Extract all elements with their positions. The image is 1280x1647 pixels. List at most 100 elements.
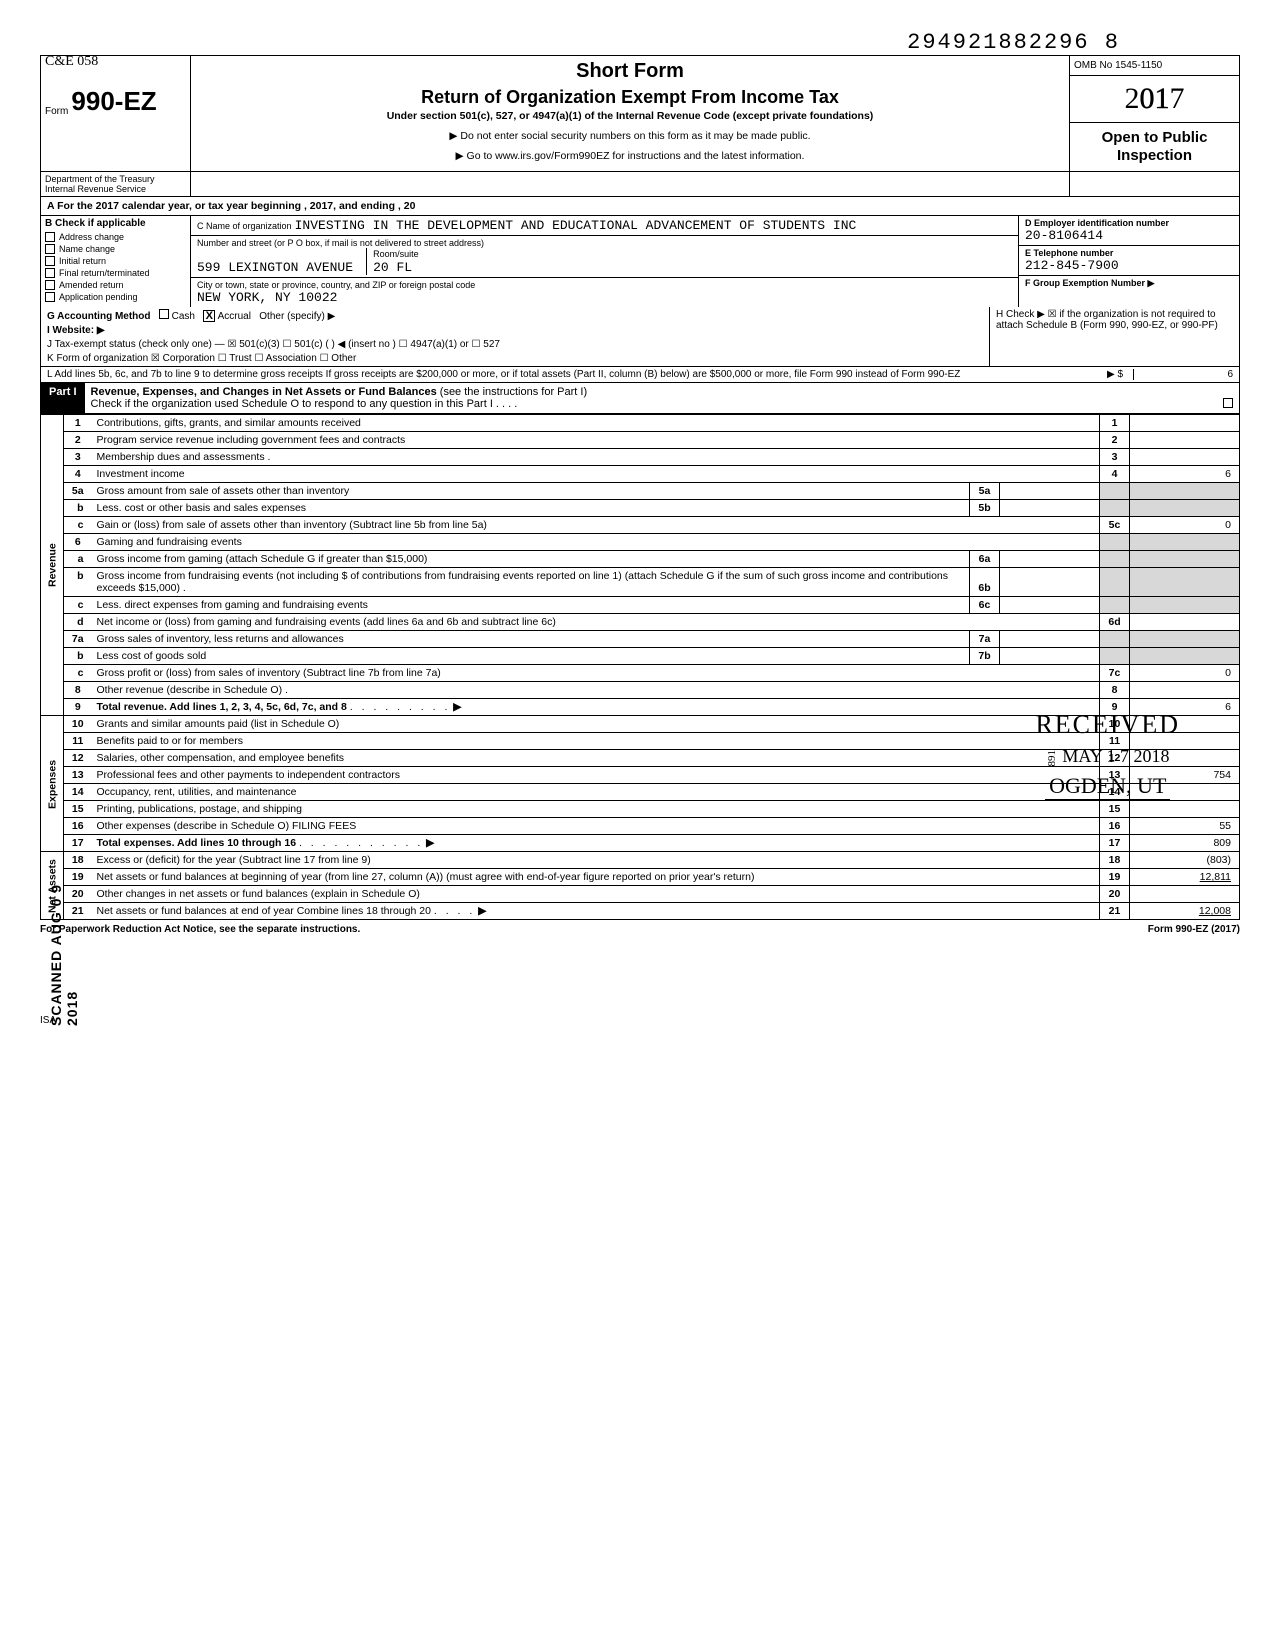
- check-initial-return[interactable]: Initial return: [41, 255, 190, 267]
- right-num: [1100, 568, 1130, 597]
- check-name-change[interactable]: Name change: [41, 243, 190, 255]
- check-final-return[interactable]: Final return/terminated: [41, 267, 190, 279]
- table-row: 13 Professional fees and other payments …: [41, 767, 1240, 784]
- table-row: c Gain or (loss) from sale of assets oth…: [41, 517, 1240, 534]
- footer-left: For Paperwork Reduction Act Notice, see …: [40, 924, 360, 935]
- right-num: 11: [1100, 733, 1130, 750]
- line-desc: Salaries, other compensation, and employ…: [92, 750, 1100, 767]
- right-num: 1: [1100, 415, 1130, 432]
- right-amt: [1130, 631, 1240, 648]
- return-title: Return of Organization Exempt From Incom…: [201, 87, 1059, 108]
- right-amt: [1130, 750, 1240, 767]
- line-desc: Total expenses. Add lines 10 through 16 …: [92, 835, 1100, 852]
- checkbox-icon[interactable]: [159, 309, 169, 319]
- line-desc: Gaming and fundraising events: [92, 534, 1100, 551]
- line-num: 16: [64, 818, 92, 835]
- org-city-line: City or town, state or province, country…: [191, 278, 1018, 307]
- line-num: 11: [64, 733, 92, 750]
- check-application-pending[interactable]: Application pending: [41, 291, 190, 303]
- sub-amt: [1000, 631, 1100, 648]
- line-desc: Gain or (loss) from sale of assets other…: [92, 517, 1100, 534]
- form-number: 990-EZ: [71, 86, 156, 116]
- table-row: c Less. direct expenses from gaming and …: [41, 597, 1240, 614]
- table-row: 21 Net assets or fund balances at end of…: [41, 903, 1240, 920]
- table-row: 3 Membership dues and assessments . 3: [41, 449, 1240, 466]
- line-num: b: [64, 500, 92, 517]
- line-desc: Other changes in net assets or fund bala…: [92, 886, 1100, 903]
- checkbox-icon[interactable]: [1223, 398, 1233, 408]
- right-amt: [1130, 415, 1240, 432]
- right-amt: 0: [1130, 517, 1240, 534]
- top-number: 294921882296 8: [40, 30, 1120, 55]
- table-row: 11 Benefits paid to or for members 11: [41, 733, 1240, 750]
- table-row: 17 Total expenses. Add lines 10 through …: [41, 835, 1240, 852]
- org-addr-line: Number and street (or P O box, if mail i…: [191, 236, 1018, 278]
- dept-center: [191, 172, 1069, 196]
- right-amt: (803): [1130, 852, 1240, 869]
- right-num: 2: [1100, 432, 1130, 449]
- col-B-header: B Check if applicable: [41, 216, 190, 231]
- check-address-change[interactable]: Address change: [41, 231, 190, 243]
- form-label-cell: C&E 058 Form 990-EZ: [41, 56, 191, 171]
- check-amended-return[interactable]: Amended return: [41, 279, 190, 291]
- table-row: 14 Occupancy, rent, utilities, and maint…: [41, 784, 1240, 801]
- line-num: 9: [64, 699, 92, 716]
- right-amt: [1130, 886, 1240, 903]
- tel-line: E Telephone number 212-845-7900: [1019, 246, 1239, 276]
- right-amt: [1130, 614, 1240, 631]
- line-desc: Contributions, gifts, grants, and simila…: [92, 415, 1100, 432]
- line-desc: Excess or (deficit) for the year (Subtra…: [92, 852, 1100, 869]
- col-B: B Check if applicable Address change Nam…: [41, 216, 191, 307]
- expenses-label: Expenses: [41, 716, 64, 852]
- right-num: 5c: [1100, 517, 1130, 534]
- sub-amt: [1000, 483, 1100, 500]
- group-label: F Group Exemption Number ▶: [1025, 278, 1233, 289]
- table-row: 7a Gross sales of inventory, less return…: [41, 631, 1240, 648]
- goto-note: ▶ Go to www.irs.gov/Form990EZ for instru…: [201, 150, 1059, 162]
- org-name-value: INVESTING IN THE DEVELOPMENT AND EDUCATI…: [295, 218, 857, 233]
- part1-title-bold: Revenue, Expenses, and Changes in Net As…: [91, 386, 437, 398]
- right-num: 14: [1100, 784, 1130, 801]
- right-amt: [1130, 568, 1240, 597]
- right-num: 13: [1100, 767, 1130, 784]
- check-label: Amended return: [59, 280, 124, 290]
- table-row: 5a Gross amount from sale of assets othe…: [41, 483, 1240, 500]
- row-L-text: L Add lines 5b, 6c, and 7b to line 9 to …: [47, 369, 1097, 380]
- org-addr-label: Number and street (or P O box, if mail i…: [197, 238, 1012, 248]
- table-row: 4 Investment income 4 6: [41, 466, 1240, 483]
- scanned-stamp: SCANNED AUG 0 9 2018: [48, 880, 80, 1026]
- org-name-line: C Name of organization INVESTING IN THE …: [191, 216, 1018, 236]
- sub-amt: [1000, 500, 1100, 517]
- line-num: 4: [64, 466, 92, 483]
- checkbox-icon: [45, 232, 55, 242]
- table-row: 9 Total revenue. Add lines 1, 2, 3, 4, 5…: [41, 699, 1240, 716]
- main-table: Revenue 1 Contributions, gifts, grants, …: [40, 414, 1240, 920]
- sub-amt: [1000, 597, 1100, 614]
- checkbox-checked-icon[interactable]: X: [203, 310, 215, 322]
- row-L: L Add lines 5b, 6c, and 7b to line 9 to …: [40, 367, 1240, 383]
- right-amt: [1130, 483, 1240, 500]
- table-row: 16 Other expenses (describe in Schedule …: [41, 818, 1240, 835]
- right-amt: 12,008: [1130, 903, 1240, 920]
- line-desc: Gross income from gaming (attach Schedul…: [92, 551, 970, 568]
- table-row: Revenue 1 Contributions, gifts, grants, …: [41, 415, 1240, 432]
- right-amt: [1130, 534, 1240, 551]
- table-row: 19 Net assets or fund balances at beginn…: [41, 869, 1240, 886]
- table-row: b Less. cost or other basis and sales ex…: [41, 500, 1240, 517]
- line-num: a: [64, 551, 92, 568]
- right-amt: [1130, 449, 1240, 466]
- ein-value: 20-8106414: [1025, 228, 1233, 243]
- line-desc: Net assets or fund balances at end of ye…: [92, 903, 1100, 920]
- table-row: Expenses 10 Grants and similar amounts p…: [41, 716, 1240, 733]
- line-desc: Net assets or fund balances at beginning…: [92, 869, 1100, 886]
- line-desc: Investment income: [92, 466, 1100, 483]
- cash-label: Cash: [172, 311, 195, 322]
- right-amt: 12,811: [1130, 869, 1240, 886]
- line-num: c: [64, 597, 92, 614]
- right-amt: 754: [1130, 767, 1240, 784]
- line-desc: Membership dues and assessments .: [92, 449, 1100, 466]
- col-G: G Accounting Method Cash X Accrual Other…: [41, 307, 989, 366]
- right-amt: [1130, 432, 1240, 449]
- line-desc: Other expenses (describe in Schedule O) …: [92, 818, 1100, 835]
- checkbox-icon: [45, 280, 55, 290]
